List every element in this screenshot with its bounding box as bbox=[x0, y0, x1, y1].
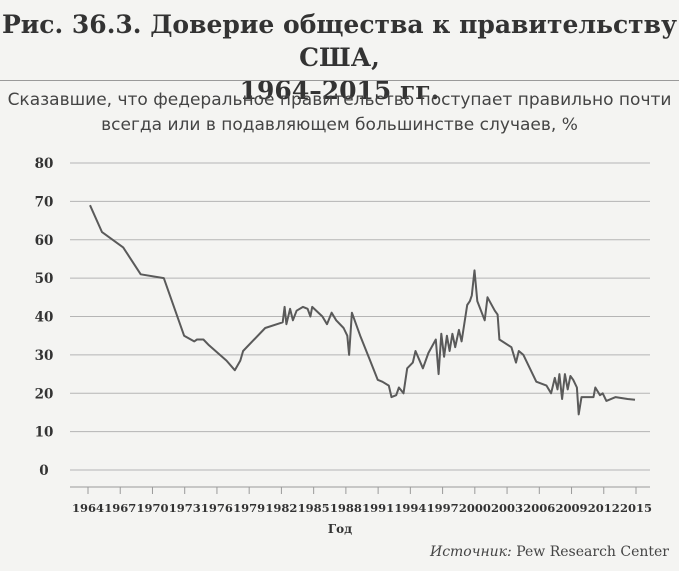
x-tick-label-1973: 1973 bbox=[169, 501, 201, 515]
x-tick-label-2012: 2012 bbox=[588, 501, 620, 515]
x-tick-label-1994: 1994 bbox=[394, 501, 426, 515]
x-tick-label-1964: 1964 bbox=[72, 501, 104, 515]
x-tick-label-1967: 1967 bbox=[104, 501, 136, 515]
x-tick-label-2015: 2015 bbox=[620, 501, 652, 515]
x-axis-label: Год bbox=[328, 522, 352, 536]
y-tick-label-10: 10 bbox=[35, 425, 54, 441]
y-tick-label-0: 0 bbox=[39, 463, 48, 479]
y-tick-label-70: 70 bbox=[35, 194, 54, 210]
series-line bbox=[89, 204, 636, 416]
x-tick-label-1988: 1988 bbox=[330, 501, 362, 515]
source-value: Pew Research Center bbox=[516, 544, 669, 560]
x-tick-label-1970: 1970 bbox=[136, 501, 168, 515]
x-tick-label-2009: 2009 bbox=[556, 501, 588, 515]
x-axis-ticks: 1964 1967 1970 1973 1976 1979 1982 1985 1988 1991… bbox=[72, 487, 652, 515]
y-tick-label-50: 50 bbox=[35, 271, 54, 287]
chart-subtitle: Сказавшие, что федеральное правительство… bbox=[0, 88, 679, 138]
x-tick-label-1982: 1982 bbox=[265, 501, 297, 515]
x-tick-label-2006: 2006 bbox=[523, 501, 555, 515]
x-tick-label-2000: 2000 bbox=[459, 501, 491, 515]
title-divider bbox=[0, 80, 679, 81]
x-tick-label-1976: 1976 bbox=[201, 501, 233, 515]
y-axis-ticks: 0 10 20 30 40 50 60 70 80 bbox=[35, 156, 54, 479]
x-tick-label-1985: 1985 bbox=[298, 501, 330, 515]
source-note: Источник: Pew Research Center bbox=[430, 544, 669, 560]
figure-title: Рис. 36.3. Доверие общества к правительс… bbox=[0, 8, 679, 107]
y-tick-label-20: 20 bbox=[35, 386, 54, 402]
gridlines bbox=[70, 162, 650, 488]
x-tick-label-2003: 2003 bbox=[491, 501, 523, 515]
y-tick-label-60: 60 bbox=[35, 233, 54, 249]
figure-title-line-1: Рис. 36.3. Доверие общества к правительс… bbox=[1, 10, 678, 72]
y-tick-label-40: 40 bbox=[35, 310, 54, 326]
source-label: Источник: bbox=[429, 544, 512, 560]
series-layer bbox=[89, 204, 636, 416]
chart-subtitle-line-1: Сказавшие, что федеральное правительство… bbox=[7, 90, 672, 110]
chart-subtitle-line-2: всегда или в подавляющем большинстве слу… bbox=[101, 115, 578, 135]
x-tick-label-1991: 1991 bbox=[362, 501, 394, 515]
x-tick-label-1979: 1979 bbox=[233, 501, 265, 515]
x-tick-label-1997: 1997 bbox=[427, 501, 459, 515]
y-tick-label-30: 30 bbox=[35, 348, 54, 364]
y-tick-label-80: 80 bbox=[35, 156, 54, 172]
